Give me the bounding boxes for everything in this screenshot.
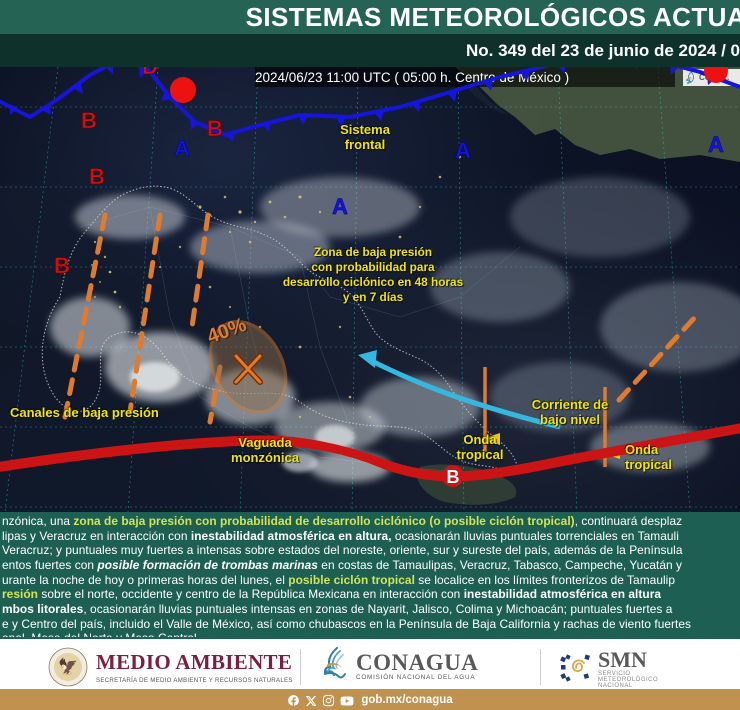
svg-text:B: B [447, 467, 460, 487]
svg-text:B: B [81, 108, 97, 133]
svg-text:A: A [332, 194, 348, 219]
svg-text:A: A [708, 132, 724, 157]
svg-text:A: A [455, 138, 471, 163]
svg-text:🦅: 🦅 [58, 657, 78, 676]
svg-text:B: B [89, 164, 105, 189]
svg-text:D: D [142, 67, 158, 79]
svg-text:B: B [54, 253, 70, 278]
svg-text:A: A [174, 136, 190, 161]
svg-text:B: B [207, 116, 223, 141]
